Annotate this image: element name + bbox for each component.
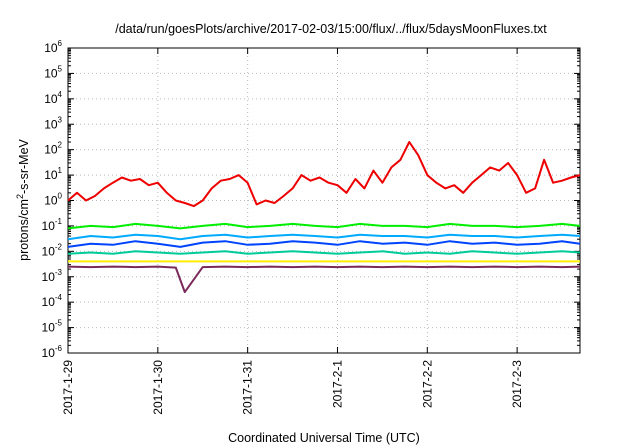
y-tick-label-base: 10: [42, 244, 56, 258]
y-tick-label-exp: 2: [58, 141, 63, 150]
y-tick-label-exp: -2: [55, 242, 63, 251]
y-tick-label-exp: 6: [58, 39, 63, 48]
y-tick-label: 10-6: [42, 344, 63, 360]
series-line: [67, 250, 581, 255]
chart-title: /data/run/goesPlots/archive/2017-02-03/1…: [115, 22, 547, 36]
x-axis: 2017-1-29 2017-1-30 2017-1-31 2017-2-1 2017-…: [61, 48, 524, 415]
y-tick-label-exp: -3: [55, 268, 63, 277]
grid-lines: [67, 48, 580, 353]
y-tick-label: 102: [44, 141, 62, 157]
y-axis-title: protons/cm2-s-sr-MeV: [15, 138, 31, 260]
y-tick-label: 10-5: [42, 319, 63, 335]
y-axis-title-sup: 2: [15, 194, 25, 199]
y-tick-label: 103: [44, 115, 62, 131]
series-line: [67, 240, 581, 248]
y-tick-label-base: 10: [42, 346, 56, 360]
series-line: [67, 222, 581, 230]
y-tick-label: 10-4: [42, 293, 63, 309]
y-tick-label: 10-2: [42, 242, 63, 258]
x-axis-title: Coordinated Universal Time (UTC): [228, 431, 420, 445]
y-tick-label-base: 10: [42, 321, 56, 335]
y-tick-label-exp: -1: [55, 217, 63, 226]
y-tick-label: 10-3: [42, 268, 63, 284]
y-tick-label: 10-1: [42, 217, 63, 233]
y-tick-label-exp: -4: [55, 293, 63, 302]
x-tick-label: 2017-2-1: [330, 360, 344, 408]
y-tick-label-exp: 0: [58, 192, 63, 201]
y-tick-label-base: 10: [44, 194, 58, 208]
y-tick-label-exp: -6: [55, 344, 63, 353]
y-tick-label-base: 10: [42, 270, 56, 284]
x-tick-label: 2017-1-29: [61, 360, 75, 415]
y-axis-title-rest: -s-sr-MeV: [17, 138, 31, 194]
y-axis: 10-610-510-410-310-210-11001011021031041…: [42, 39, 580, 360]
y-tick-label-exp: -5: [55, 319, 63, 328]
y-tick-label-exp: 1: [58, 166, 63, 175]
y-tick-label: 106: [44, 39, 62, 55]
y-tick-label-base: 10: [44, 66, 58, 80]
y-tick-label-base: 10: [42, 295, 56, 309]
x-tick-label: 2017-1-31: [241, 360, 255, 415]
y-tick-label: 100: [44, 192, 62, 208]
series-line: [67, 265, 581, 294]
x-tick-label: 2017-1-30: [151, 360, 165, 415]
y-tick-label-exp: 4: [58, 90, 63, 99]
y-axis-title-base: protons/cm: [17, 199, 31, 261]
y-tick-label-base: 10: [44, 41, 58, 55]
y-tick-label-base: 10: [42, 219, 56, 233]
y-tick-label-exp: 5: [58, 64, 63, 73]
y-tick-label: 105: [44, 64, 62, 80]
y-tick-label: 101: [44, 166, 62, 182]
y-tick-label-base: 10: [44, 143, 58, 157]
x-tick-label: 2017-2-3: [510, 360, 524, 408]
y-tick-label: 104: [44, 90, 62, 106]
series-line: [67, 141, 581, 208]
y-tick-label-base: 10: [44, 168, 58, 182]
y-tick-label-base: 10: [44, 117, 58, 131]
series-lines: [67, 141, 581, 294]
series-line: [67, 233, 581, 241]
x-tick-label: 2017-2-2: [420, 360, 434, 408]
y-tick-label-base: 10: [44, 92, 58, 106]
y-tick-label-exp: 3: [58, 115, 63, 124]
